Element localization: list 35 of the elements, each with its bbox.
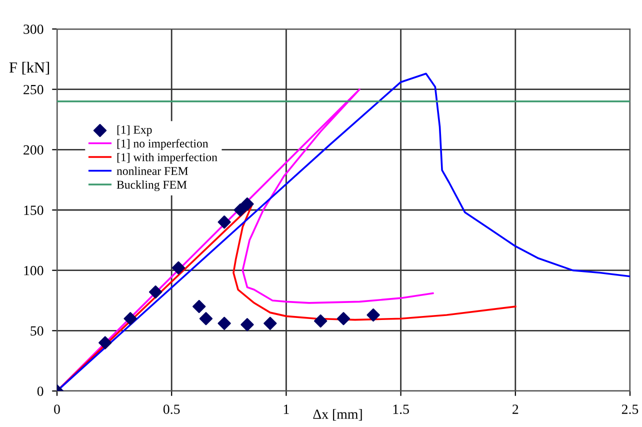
point (336, 312, 350, 326)
x-axis-title: Δx [mm] (313, 409, 362, 421)
y-tick-label: 0 (37, 386, 44, 396)
y-tick-label: 300 (24, 24, 44, 34)
point (264, 316, 277, 330)
x-tick-label: 2.5 (622, 404, 638, 414)
point (124, 312, 137, 326)
y-tick-label: 250 (24, 84, 44, 94)
legend-label: nonlinear FEM (116, 166, 188, 175)
x-tick-label: 0 (54, 404, 60, 414)
legend-label: [1] Exp (117, 125, 152, 136)
point (98, 336, 112, 350)
point (240, 318, 254, 332)
x-tick-label: 2 (512, 404, 518, 414)
y-tick-label: 150 (24, 206, 44, 215)
y-tick-label: 50 (30, 326, 44, 336)
point (148, 285, 162, 299)
point (172, 261, 186, 275)
point (240, 197, 254, 211)
point (199, 312, 213, 326)
point (218, 316, 231, 330)
y-tick-label: 200 (24, 145, 44, 155)
legend-label: [1] with imperfection (117, 152, 218, 164)
point (192, 300, 206, 314)
x-tick-label: 0.5 (163, 404, 180, 414)
x-tick-label: 1 (284, 404, 289, 414)
legend-label: Buckling FEM (116, 180, 187, 192)
point (234, 203, 247, 217)
point (218, 215, 231, 229)
point (314, 314, 328, 328)
x-tick-label: 1.5 (393, 404, 409, 414)
legend-label: [1] no imperfection (117, 139, 208, 150)
y-axis-title: F [kN] (9, 62, 49, 75)
point (366, 308, 380, 322)
y-tick-label: 100 (24, 266, 44, 276)
